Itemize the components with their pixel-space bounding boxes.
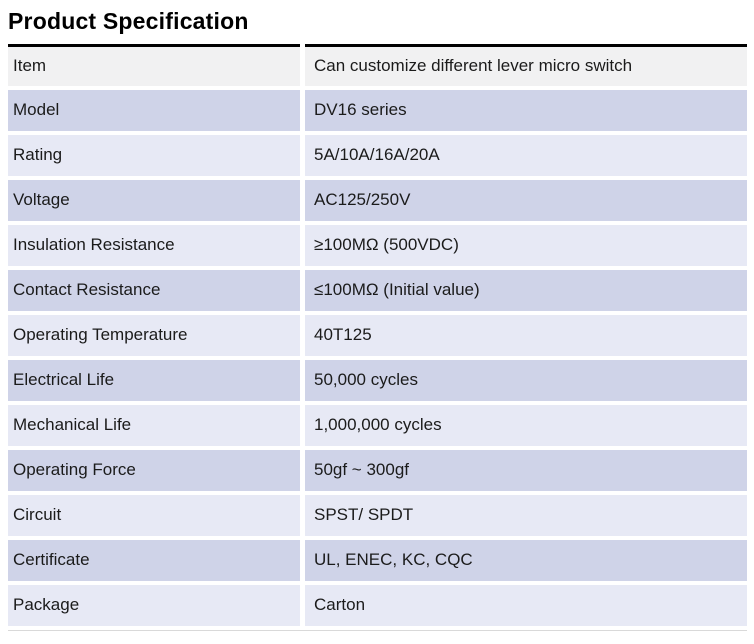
spec-label-cell: Electrical Life — [8, 359, 300, 401]
spec-label-cell: Circuit — [8, 494, 300, 536]
table-row: Package Carton — [8, 584, 747, 626]
table-row: Mechanical Life 1,000,000 cycles — [8, 404, 747, 446]
table-row: Item Can customize different lever micro … — [8, 43, 747, 86]
spec-value-cell: 50gf ~ 300gf — [305, 449, 747, 491]
page-title: Product Specification — [8, 8, 249, 34]
spec-label-cell: Operating Temperature — [8, 314, 300, 356]
product-spec-table: Item Can customize different lever micro … — [8, 43, 747, 626]
spec-label-cell: Insulation Resistance — [8, 224, 300, 266]
spec-label-cell: Item — [8, 43, 300, 86]
table-row: Operating Force 50gf ~ 300gf — [8, 449, 747, 491]
spec-label-cell: Package — [8, 584, 300, 626]
spec-value-cell: 40T125 — [305, 314, 747, 356]
spec-value-cell: Carton — [305, 584, 747, 626]
bottom-divider — [8, 629, 747, 631]
table-row: Insulation Resistance ≥100MΩ (500VDC) — [8, 224, 747, 266]
table-row: Operating Temperature 40T125 — [8, 314, 747, 356]
table-row: Contact Resistance ≤100MΩ (Initial value) — [8, 269, 747, 311]
spec-label-cell: Certificate — [8, 539, 300, 581]
page: Product Specification Item Can customize … — [8, 8, 747, 631]
table-row: Electrical Life 50,000 cycles — [8, 359, 747, 401]
table-row: Rating 5A/10A/16A/20A — [8, 134, 747, 176]
spec-value-cell: 5A/10A/16A/20A — [305, 134, 747, 176]
table-row: Model DV16 series — [8, 89, 747, 131]
table-row: Voltage AC125/250V — [8, 179, 747, 221]
spec-label-cell: Model — [8, 89, 300, 131]
spec-value-cell: 50,000 cycles — [305, 359, 747, 401]
table-row: Circuit SPST/ SPDT — [8, 494, 747, 536]
spec-label-cell: Mechanical Life — [8, 404, 300, 446]
spec-value-cell: Can customize different lever micro swit… — [305, 43, 747, 86]
spec-value-cell: UL, ENEC, KC, CQC — [305, 539, 747, 581]
spec-value-cell: DV16 series — [305, 89, 747, 131]
spec-label-cell: Voltage — [8, 179, 300, 221]
spec-value-cell: 1,000,000 cycles — [305, 404, 747, 446]
table-row: Certificate UL, ENEC, KC, CQC — [8, 539, 747, 581]
spec-value-cell: SPST/ SPDT — [305, 494, 747, 536]
spec-label-cell: Rating — [8, 134, 300, 176]
spec-value-cell: ≥100MΩ (500VDC) — [305, 224, 747, 266]
spec-label-cell: Operating Force — [8, 449, 300, 491]
spec-value-cell: AC125/250V — [305, 179, 747, 221]
spec-label-cell: Contact Resistance — [8, 269, 300, 311]
spec-value-cell: ≤100MΩ (Initial value) — [305, 269, 747, 311]
